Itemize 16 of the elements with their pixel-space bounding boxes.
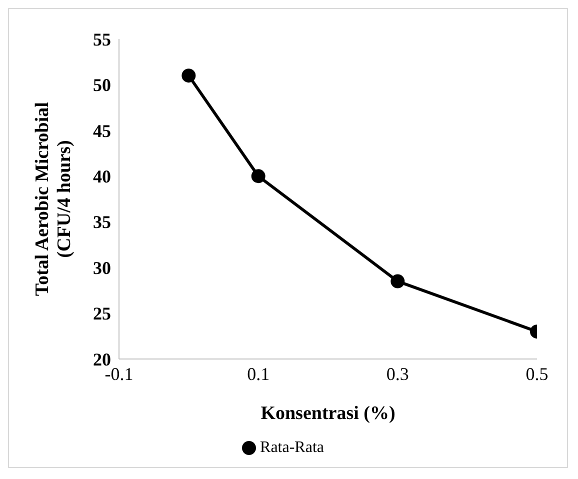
point [251, 169, 266, 184]
y-tick-label: 30 [93, 258, 111, 278]
y-tick-label: 40 [93, 166, 111, 187]
y-tick-label: 20 [93, 349, 111, 370]
y-tick-label: 55 [93, 29, 111, 50]
y-axis-title: Total Aerobic Microbial (CFU/4 hours) [32, 102, 75, 296]
x-tick-label: 0.5 [526, 364, 548, 384]
x-axis-title: Konsentrasi (%) [260, 403, 396, 424]
x-tick-label: 0.3 [386, 364, 409, 384]
y-tick-label: 35 [93, 212, 111, 232]
legend-label: Rata-Rata [260, 439, 324, 456]
y-tick-label: 50 [93, 75, 111, 96]
y-tick-label: 25 [93, 304, 111, 324]
point [182, 68, 196, 83]
x-tick-label: 0.1 [247, 364, 270, 384]
y-tick-label: 45 [93, 120, 111, 141]
